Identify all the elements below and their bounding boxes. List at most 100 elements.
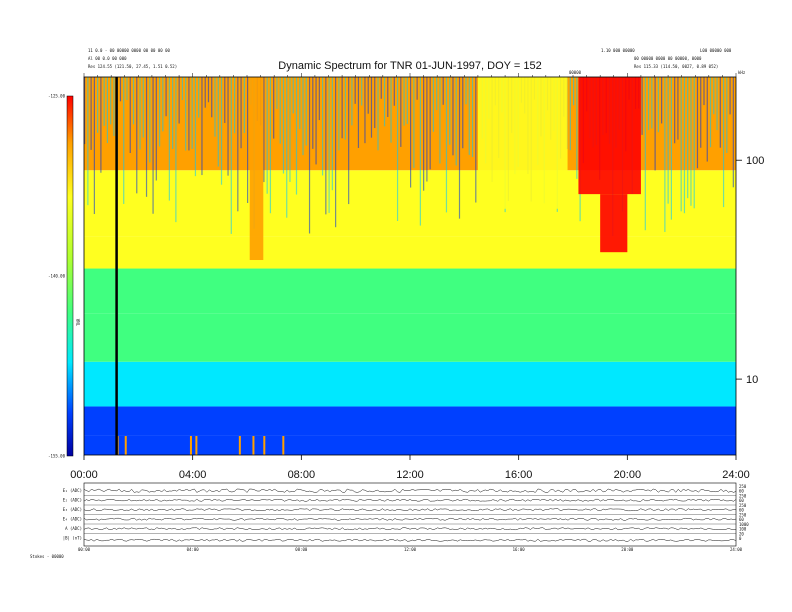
header-right-line-3: Res 115.33 (114.50, 0027, 0.89 052) — [634, 64, 718, 69]
x-tick-label-2: 08:00 — [288, 469, 316, 481]
texture-stripe — [227, 77, 229, 176]
x-tick-label-4: 16:00 — [505, 469, 533, 481]
texture-stripe — [390, 77, 392, 143]
chart-title: Dynamic Spectrum for TNR 01-JUN-1997, DO… — [278, 60, 541, 72]
burst-0-6 — [263, 435, 266, 455]
burst-0-2 — [189, 435, 192, 455]
texture-stripe — [706, 77, 708, 162]
texture-stripe — [413, 77, 415, 168]
texture-stripe — [217, 77, 219, 167]
texture-stripe — [471, 77, 474, 157]
panel-row-tick-4-0: 1000 — [739, 522, 749, 527]
texture-stripe — [233, 77, 236, 134]
panel-row-label-0: E₁ (ADC) — [63, 488, 82, 493]
storm-segment-0 — [249, 77, 264, 261]
panel-row-tick-3-0: 250 — [739, 513, 747, 518]
texture-stripe — [247, 77, 249, 203]
texture-stripe — [354, 77, 356, 104]
spectrum-band-3 — [84, 313, 736, 362]
texture-stripe — [321, 77, 324, 176]
texture-stripe — [661, 77, 663, 124]
panel-row-tick-3-1: 60 — [739, 517, 744, 522]
texture-stripe — [647, 77, 650, 131]
texture-stripe — [670, 77, 672, 220]
texture-stripe — [449, 77, 451, 145]
texture-stripe — [677, 77, 679, 140]
texture-stripe — [286, 77, 288, 218]
texture-stripe — [696, 77, 699, 169]
header-right-line-2: 00 00000 0000 00 00000, 0000 — [634, 56, 702, 61]
colorbar-ticks: -125.00 -140.00 -155.00 — [48, 94, 65, 459]
texture-stripe — [152, 77, 154, 214]
texture-stripe — [129, 77, 131, 154]
texture-stripe — [158, 77, 161, 147]
texture-stripe — [119, 77, 122, 102]
panel-trace-1 — [83, 498, 737, 502]
panel-row-tick-5-0: 20 — [739, 532, 744, 537]
colorbar-tick-label-2: -155.00 — [48, 454, 65, 459]
texture-stripe — [364, 77, 366, 144]
texture-stripe — [139, 77, 141, 150]
texture-stripe — [185, 77, 187, 151]
texture-stripe — [683, 77, 686, 214]
panel-row-label-3: E₄ (ADC) — [63, 516, 82, 521]
texture-stripe — [168, 77, 170, 201]
storm-segment-3 — [600, 194, 628, 253]
spectrum-band-1 — [84, 406, 736, 436]
texture-stripe — [302, 77, 304, 156]
texture-stripe — [224, 77, 226, 124]
texture-stripe — [220, 77, 223, 185]
texture-stripe — [178, 77, 180, 124]
texture-stripe — [142, 77, 144, 138]
right-tick-label-1: 10 — [746, 374, 758, 386]
texture-stripe — [400, 77, 402, 147]
panel-row-label-1: E₂ (ADC) — [63, 497, 82, 502]
texture-stripe — [136, 77, 138, 194]
texture-stripe — [97, 77, 99, 133]
header-left-line-2: Al 00 0.0 00 000 — [88, 56, 127, 61]
texture-stripe — [410, 77, 412, 188]
texture-stripe — [341, 77, 343, 139]
texture-stripe — [667, 77, 669, 204]
texture-stripe — [406, 77, 408, 124]
texture-stripe — [654, 77, 656, 171]
texture-stripe — [328, 77, 330, 213]
texture-stripe — [713, 77, 715, 115]
texture-stripe — [84, 77, 86, 145]
texture-stripe — [573, 77, 575, 106]
header-left-line-3: Res 124.55 (121.50, 27.45, 1.51 0.52) — [88, 64, 177, 69]
x-tick-label-6: 24:00 — [722, 469, 750, 481]
colorbar-tick-label-1: -140.00 — [48, 274, 65, 279]
texture-stripe — [657, 77, 659, 133]
texture-stripe — [165, 77, 167, 117]
texture-stripe — [641, 77, 643, 135]
panel-trace-3 — [83, 517, 737, 521]
x-tick-label-5: 20:00 — [614, 469, 642, 481]
texture-stripe — [211, 77, 213, 118]
texture-stripe — [729, 77, 731, 115]
texture-stripe — [719, 77, 721, 148]
texture-stripe — [308, 77, 311, 234]
texture-stripe — [240, 77, 242, 149]
texture-stripe — [87, 77, 89, 206]
texture-stripe — [207, 77, 210, 103]
texture-stripe — [276, 77, 278, 109]
texture-stripe — [145, 77, 148, 197]
texture-stripe — [690, 77, 692, 206]
texture-stripe — [442, 77, 444, 105]
texture-stripe — [335, 77, 337, 228]
texture-stripe — [110, 77, 112, 125]
texture-stripe — [732, 77, 734, 188]
texture-stripe — [269, 77, 272, 214]
top-axis-ticks — [83, 73, 737, 77]
colorbar-label: TNR — [76, 318, 81, 326]
texture-stripe — [458, 77, 461, 219]
texture-stripe — [367, 77, 369, 114]
texture-stripe — [103, 77, 105, 126]
texture-stripe — [100, 77, 102, 173]
texture-stripe — [644, 77, 646, 231]
texture-stripe — [726, 77, 728, 153]
texture-stripe — [243, 77, 245, 134]
